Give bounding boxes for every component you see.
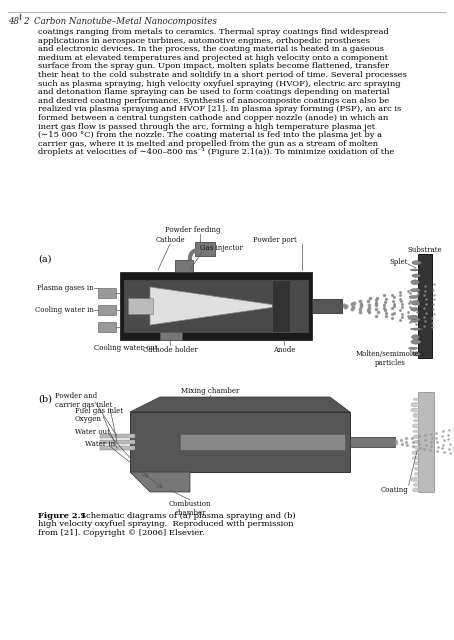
- Ellipse shape: [412, 424, 419, 428]
- Text: 2  Carbon Nanotube–Metal Nanocomposites: 2 Carbon Nanotube–Metal Nanocomposites: [23, 17, 217, 26]
- Bar: [98, 322, 116, 332]
- Ellipse shape: [410, 408, 419, 412]
- Ellipse shape: [413, 430, 419, 433]
- Ellipse shape: [412, 352, 421, 356]
- Text: Anode: Anode: [273, 346, 295, 354]
- Ellipse shape: [411, 280, 419, 285]
- Ellipse shape: [410, 269, 419, 271]
- Bar: [100, 446, 135, 450]
- Ellipse shape: [410, 289, 420, 292]
- Polygon shape: [150, 287, 282, 325]
- Ellipse shape: [415, 445, 419, 449]
- Text: Mixing chamber: Mixing chamber: [181, 387, 239, 395]
- Text: Substrate: Substrate: [408, 246, 442, 254]
- Bar: [100, 434, 135, 438]
- Ellipse shape: [410, 328, 422, 330]
- Text: Combustion
chamber: Combustion chamber: [169, 500, 211, 517]
- Text: 48: 48: [8, 17, 19, 26]
- Bar: [272, 280, 290, 332]
- Bar: [130, 412, 350, 472]
- Text: Fuel gas inlet: Fuel gas inlet: [75, 407, 123, 415]
- Polygon shape: [130, 472, 190, 492]
- Text: Cooling water in: Cooling water in: [35, 306, 94, 314]
- Bar: [120, 272, 312, 340]
- Text: Schematic diagrams of (a) plasma spraying and (b): Schematic diagrams of (a) plasma sprayin…: [75, 512, 296, 520]
- Ellipse shape: [412, 260, 421, 265]
- Bar: [98, 288, 116, 298]
- Bar: [312, 299, 342, 313]
- Bar: [98, 305, 116, 315]
- Text: surface from the spray gun. Upon impact, molten splats become flattened, transfe: surface from the spray gun. Upon impact,…: [38, 62, 389, 70]
- Text: and electronic devices. In the process, the coating material is heated in a gase: and electronic devices. In the process, …: [38, 45, 384, 53]
- Text: (∼15 000 °C) from the nozzle. The coating material is fed into the plasma jet by: (∼15 000 °C) from the nozzle. The coatin…: [38, 131, 382, 139]
- Text: realized via plasma spraying and HVOF [21]. In plasma spray forming (PSF), an ar: realized via plasma spraying and HVOF [2…: [38, 106, 401, 113]
- Bar: [160, 332, 182, 340]
- Ellipse shape: [411, 301, 419, 305]
- Bar: [195, 242, 215, 256]
- Ellipse shape: [412, 335, 419, 339]
- Text: medium at elevated temperatures and projected at high velocity onto a component: medium at elevated temperatures and proj…: [38, 54, 388, 62]
- Text: from [21]. Copyright © [2006] Elsevier.: from [21]. Copyright © [2006] Elsevier.: [38, 529, 205, 537]
- Bar: [100, 440, 135, 444]
- Text: Cathode holder: Cathode holder: [143, 346, 197, 354]
- Ellipse shape: [414, 440, 419, 444]
- Text: inert gas flow is passed through the arc, forming a high temperature plasma jet: inert gas flow is passed through the arc…: [38, 123, 375, 131]
- Bar: [350, 437, 395, 447]
- Bar: [418, 392, 434, 492]
- Bar: [180, 434, 345, 450]
- Ellipse shape: [414, 483, 419, 486]
- Text: Water in: Water in: [85, 440, 115, 448]
- Text: formed between a central tungsten cathode and copper nozzle (anode) in which an: formed between a central tungsten cathod…: [38, 114, 388, 122]
- Text: (b): (b): [38, 395, 52, 404]
- Text: Molten/semimolten
particles: Molten/semimolten particles: [356, 350, 424, 367]
- Ellipse shape: [411, 340, 421, 344]
- Ellipse shape: [413, 413, 419, 418]
- Text: Water out: Water out: [75, 428, 110, 436]
- Text: high velocity oxyfuel spraying.  Reproduced with permission: high velocity oxyfuel spraying. Reproduc…: [38, 520, 294, 529]
- Text: Plasma gases in: Plasma gases in: [37, 284, 94, 292]
- Text: Oxygen: Oxygen: [75, 415, 102, 423]
- Text: Cathode: Cathode: [155, 236, 185, 244]
- Text: and desired coating performance. Synthesis of nanocomposite coatings can also be: and desired coating performance. Synthes…: [38, 97, 389, 105]
- Ellipse shape: [415, 461, 419, 465]
- Polygon shape: [130, 397, 350, 412]
- Text: their heat to the cold substrate and solidify in a short period of time. Several: their heat to the cold substrate and sol…: [38, 71, 407, 79]
- Text: coatings ranging from metals to ceramics. Thermal spray coatings find widespread: coatings ranging from metals to ceramics…: [38, 28, 389, 36]
- Text: such as plasma spraying, high velocity oxyfuel spraying (HVOF), electric arc spr: such as plasma spraying, high velocity o…: [38, 79, 400, 88]
- Ellipse shape: [412, 451, 419, 454]
- Ellipse shape: [411, 319, 418, 323]
- Ellipse shape: [415, 467, 419, 470]
- Ellipse shape: [409, 348, 418, 349]
- Text: (a): (a): [38, 255, 51, 264]
- Ellipse shape: [412, 274, 420, 277]
- Ellipse shape: [414, 435, 419, 438]
- Text: droplets at velocities of ∼400–800 ms⁻¹ (Figure 2.1(a)). To minimize oxidation o: droplets at velocities of ∼400–800 ms⁻¹ …: [38, 148, 395, 156]
- Text: Splet: Splet: [390, 258, 408, 266]
- Text: Powder port: Powder port: [253, 236, 297, 244]
- Text: Coating: Coating: [380, 486, 408, 494]
- Ellipse shape: [412, 488, 419, 492]
- Bar: [124, 280, 308, 332]
- Text: carrier gas, where it is melted and propelled from the gun as a stream of molten: carrier gas, where it is melted and prop…: [38, 140, 378, 148]
- Ellipse shape: [414, 473, 419, 476]
- Ellipse shape: [411, 477, 419, 482]
- Text: Powder and
carrier gas inlet: Powder and carrier gas inlet: [55, 392, 112, 409]
- Text: and detonation flame spraying can be used to form coatings depending on material: and detonation flame spraying can be use…: [38, 88, 390, 96]
- Text: Powder feeding: Powder feeding: [165, 226, 221, 234]
- Bar: [175, 260, 193, 272]
- Text: Figure 2.1: Figure 2.1: [38, 512, 86, 520]
- Ellipse shape: [409, 296, 419, 298]
- Ellipse shape: [411, 308, 418, 311]
- Text: Cooling water out: Cooling water out: [94, 344, 158, 352]
- Bar: [418, 254, 432, 358]
- Text: Gas injector: Gas injector: [200, 244, 243, 252]
- Bar: [128, 298, 153, 314]
- Text: applications in aerospace turbines, automotive engines, orthopedic prostheses: applications in aerospace turbines, auto…: [38, 36, 370, 45]
- Ellipse shape: [409, 315, 418, 319]
- Ellipse shape: [413, 398, 419, 401]
- Ellipse shape: [411, 403, 419, 407]
- Ellipse shape: [412, 456, 419, 460]
- Ellipse shape: [414, 419, 419, 422]
